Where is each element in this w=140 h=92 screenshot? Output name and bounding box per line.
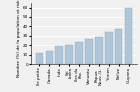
Bar xyxy=(115,29,122,64)
Bar xyxy=(85,39,93,64)
Bar xyxy=(95,37,103,64)
Bar xyxy=(105,32,113,64)
Bar xyxy=(125,8,132,64)
Bar xyxy=(65,45,73,64)
Bar xyxy=(75,42,83,64)
Bar xyxy=(55,46,63,64)
Bar xyxy=(46,51,53,64)
Bar xyxy=(36,53,43,64)
Y-axis label: Nombre (%) de la population at risk (%): Nombre (%) de la population at risk (%) xyxy=(17,0,21,77)
